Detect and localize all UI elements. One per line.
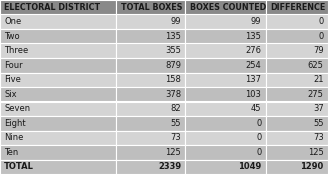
Text: 0: 0	[256, 133, 261, 142]
Text: 137: 137	[245, 75, 261, 84]
Bar	[266, 116, 328, 130]
Text: 625: 625	[308, 61, 324, 70]
Text: 99: 99	[251, 17, 261, 26]
Text: 254: 254	[246, 61, 261, 70]
Bar	[0, 73, 116, 87]
Text: 158: 158	[165, 75, 181, 84]
Bar	[116, 0, 185, 14]
Text: 879: 879	[165, 61, 181, 70]
Text: 1049: 1049	[238, 162, 261, 171]
Bar	[185, 73, 266, 87]
Text: 45: 45	[251, 104, 261, 113]
Bar	[0, 44, 116, 58]
Bar	[0, 14, 116, 29]
Text: 99: 99	[171, 17, 181, 26]
Bar	[266, 29, 328, 44]
Bar	[0, 101, 116, 116]
Text: Two: Two	[4, 32, 20, 41]
Text: 276: 276	[245, 46, 261, 55]
Bar	[266, 145, 328, 160]
Text: 55: 55	[171, 119, 181, 128]
Text: 0: 0	[318, 17, 324, 26]
Bar	[116, 130, 185, 145]
Bar	[116, 14, 185, 29]
Text: 0: 0	[318, 32, 324, 41]
Bar	[116, 145, 185, 160]
Text: Ten: Ten	[4, 148, 18, 157]
Text: 135: 135	[246, 32, 261, 41]
Text: 0: 0	[256, 148, 261, 157]
Text: BOXES COUNTED: BOXES COUNTED	[190, 3, 266, 12]
Text: 37: 37	[313, 104, 324, 113]
Bar	[116, 116, 185, 130]
Bar	[266, 58, 328, 73]
Bar	[0, 29, 116, 44]
Text: One: One	[4, 17, 22, 26]
Text: 82: 82	[171, 104, 181, 113]
Bar	[0, 87, 116, 101]
Bar	[185, 87, 266, 101]
Bar	[185, 160, 266, 174]
Bar	[266, 73, 328, 87]
Text: TOTAL: TOTAL	[4, 162, 34, 171]
Bar	[0, 145, 116, 160]
Text: 125: 125	[308, 148, 324, 157]
Bar	[185, 145, 266, 160]
Bar	[185, 58, 266, 73]
Bar	[185, 44, 266, 58]
Text: TOTAL BOXES: TOTAL BOXES	[121, 3, 182, 12]
Text: DIFFERENCE: DIFFERENCE	[270, 3, 325, 12]
Bar	[116, 87, 185, 101]
Text: 103: 103	[246, 90, 261, 99]
Text: ELECTORAL DISTRICT: ELECTORAL DISTRICT	[4, 3, 100, 12]
Bar	[185, 0, 266, 14]
Text: 2339: 2339	[158, 162, 181, 171]
Text: Eight: Eight	[4, 119, 26, 128]
Bar	[266, 0, 328, 14]
Bar	[0, 58, 116, 73]
Bar	[266, 101, 328, 116]
Text: 135: 135	[165, 32, 181, 41]
Bar	[116, 101, 185, 116]
Text: 125: 125	[165, 148, 181, 157]
Text: 355: 355	[165, 46, 181, 55]
Bar	[185, 101, 266, 116]
Text: Nine: Nine	[4, 133, 24, 142]
Bar	[185, 116, 266, 130]
Bar	[0, 116, 116, 130]
Bar	[185, 130, 266, 145]
Text: 21: 21	[313, 75, 324, 84]
Text: Seven: Seven	[4, 104, 31, 113]
Bar	[116, 29, 185, 44]
Text: 55: 55	[313, 119, 324, 128]
Text: 1290: 1290	[300, 162, 324, 171]
Text: 0: 0	[256, 119, 261, 128]
Bar	[116, 44, 185, 58]
Text: 73: 73	[170, 133, 181, 142]
Bar	[0, 160, 116, 174]
Bar	[185, 29, 266, 44]
Text: 275: 275	[308, 90, 324, 99]
Text: Five: Five	[4, 75, 21, 84]
Bar	[266, 14, 328, 29]
Bar	[266, 87, 328, 101]
Text: 378: 378	[165, 90, 181, 99]
Bar	[266, 160, 328, 174]
Bar	[0, 0, 116, 14]
Bar	[266, 130, 328, 145]
Bar	[0, 130, 116, 145]
Text: 73: 73	[313, 133, 324, 142]
Bar	[266, 44, 328, 58]
Bar	[116, 58, 185, 73]
Text: Three: Three	[4, 46, 29, 55]
Bar	[116, 160, 185, 174]
Text: Six: Six	[4, 90, 17, 99]
Bar	[185, 14, 266, 29]
Text: 79: 79	[313, 46, 324, 55]
Text: Four: Four	[4, 61, 23, 70]
Bar	[116, 73, 185, 87]
